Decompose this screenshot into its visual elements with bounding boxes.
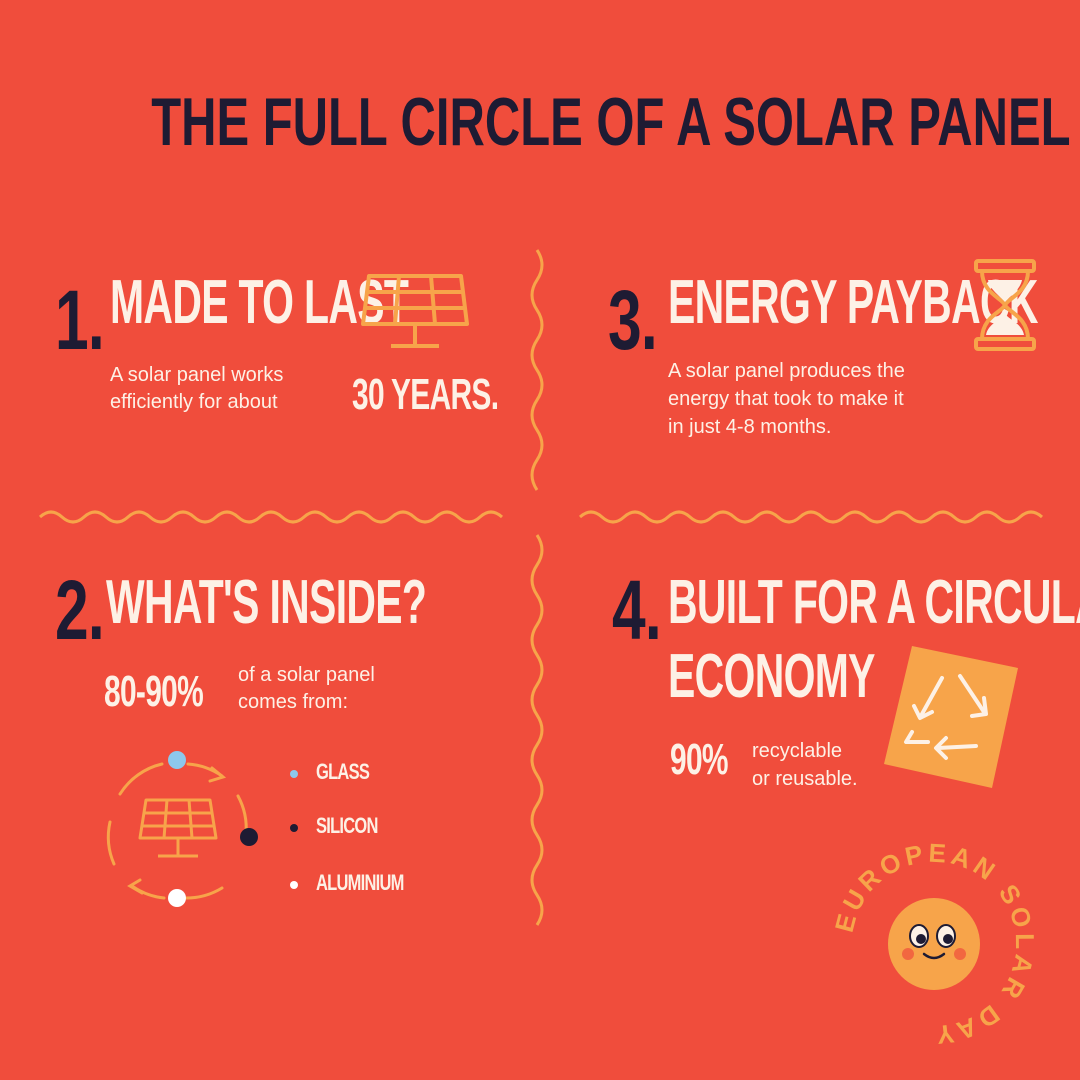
section-2-text-line-2: comes from: (238, 691, 349, 713)
section-1-text-line-1: A solar panel works (110, 364, 284, 386)
material-bullet-silicon (290, 824, 298, 832)
section-3-text-line-1: A solar panel produces the (668, 360, 905, 382)
section-2-text-line-1: of a solar panel (238, 664, 375, 686)
section-4-stat: 90% (670, 735, 729, 784)
material-bullet-glass (290, 770, 298, 778)
section-3-text-line-2: energy that took to make it (668, 388, 904, 410)
horizontal-wave-divider-right (578, 510, 1044, 524)
material-item-glass: GLASS (290, 761, 490, 800)
section-1-number: 1. (55, 273, 105, 367)
material-label-aluminium: ALUMINIUM (316, 870, 404, 895)
section-4-text-line-1: recyclable (752, 740, 843, 762)
material-label-silicon: SILICON (316, 813, 378, 838)
hourglass-icon (974, 259, 1036, 351)
section-1-heading: MADE TO LAST (110, 268, 409, 337)
material-item-aluminium: ALUMINIUM (290, 872, 490, 911)
solar-panel-icon (361, 274, 469, 348)
horizontal-wave-divider-left (38, 510, 504, 524)
section-4-heading-line-1: BUILT FOR A CIRCULAR (668, 568, 1080, 637)
section-4-number: 4. (612, 563, 662, 657)
vertical-wave-divider-top (530, 249, 544, 491)
section-3-heading: ENERGY PAYBACK (668, 268, 1038, 337)
section-2-stat: 80-90% (104, 667, 204, 716)
section-4-text-line-2: or reusable. (752, 768, 858, 790)
recycle-icon (884, 646, 1018, 788)
material-label-glass: GLASS (316, 759, 370, 784)
recycle-cycle-icon (106, 751, 258, 907)
section-3-text-line-3: in just 4-8 months. (668, 416, 832, 438)
section-4-heading-line-2: ECONOMY (668, 642, 875, 711)
material-item-silicon: SILICON (290, 815, 490, 854)
vertical-wave-divider-bottom (530, 534, 544, 926)
section-2-heading: WHAT'S INSIDE? (106, 568, 427, 637)
section-1-stat: 30 YEARS. (352, 370, 499, 419)
section-3-number: 3. (608, 273, 658, 367)
european-solar-day-logo: EUROPEAN SOLAR DAY (829, 838, 1037, 1051)
section-2-number: 2. (55, 563, 105, 657)
material-bullet-aluminium (290, 881, 298, 889)
section-1-text-line-2: efficiently for about (110, 391, 278, 413)
page-title: THE FULL CIRCLE OF A SOLAR PANEL (151, 84, 1071, 160)
smiling-sun-icon: EUROPEAN SOLAR DAY (829, 838, 1036, 1051)
